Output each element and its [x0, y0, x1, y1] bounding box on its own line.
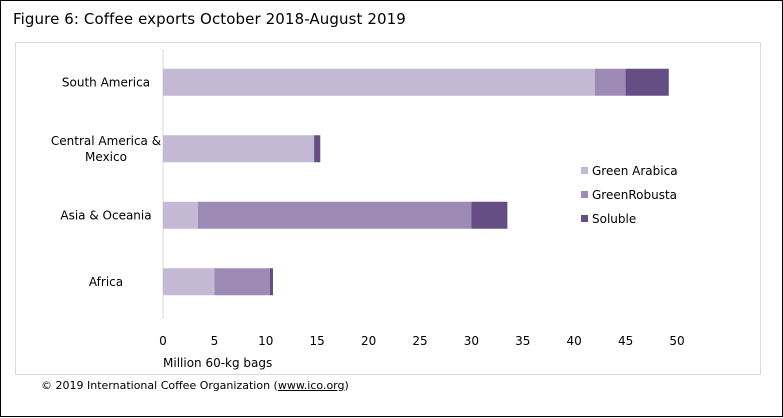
- category-label-central-america-mexico: Central America & Mexico: [51, 134, 161, 164]
- bar-south-america-greenrobusta: [594, 68, 626, 96]
- x-tick-label-20: 20: [361, 334, 376, 348]
- x-tick-label-0: 0: [159, 334, 167, 348]
- x-tick-label-35: 35: [515, 334, 530, 348]
- x-tick-label-10: 10: [258, 334, 273, 348]
- category-label-south-america: South America: [62, 75, 150, 89]
- x-tick-label-15: 15: [310, 334, 325, 348]
- legend-swatch-soluble: [581, 215, 588, 222]
- x-tick-label-25: 25: [412, 334, 427, 348]
- bar-central-america-mexico-green-arabica: [163, 135, 315, 163]
- bar-africa-green-arabica: [163, 268, 215, 296]
- copyright-footer: © 2019 International Coffee Organization…: [41, 379, 349, 392]
- x-tick-label-50: 50: [669, 334, 684, 348]
- legend-label-greenrobusta: GreenRobusta: [592, 188, 677, 202]
- bar-asia-oceania-green-arabica: [163, 201, 198, 229]
- bar-africa-soluble: [269, 268, 273, 296]
- page-title: Figure 6: Coffee exports October 2018-Au…: [13, 10, 406, 28]
- x-axis-title: Million 60-kg bags: [163, 356, 272, 370]
- chart-plot-border: [15, 42, 761, 375]
- legend-swatch-green-arabica: [581, 167, 588, 174]
- category-label-asia-oceania: Asia & Oceania: [60, 208, 151, 222]
- legend-label-green-arabica: Green Arabica: [592, 164, 678, 178]
- x-tick-label-5: 5: [211, 334, 219, 348]
- category-label-africa: Africa: [89, 275, 123, 289]
- ico-website-link[interactable]: www.ico.org: [277, 379, 345, 392]
- bar-asia-oceania-soluble: [471, 201, 508, 229]
- legend-swatch-greenrobusta: [581, 191, 588, 198]
- footer-closing: ): [344, 379, 349, 392]
- x-tick-label-40: 40: [567, 334, 582, 348]
- x-tick-label-45: 45: [618, 334, 633, 348]
- footer-text: © 2019 International Coffee Organization…: [41, 379, 278, 392]
- bar-africa-greenrobusta: [214, 268, 270, 296]
- bar-south-america-soluble: [625, 68, 669, 96]
- x-tick-label-30: 30: [464, 334, 479, 348]
- bar-central-america-mexico-soluble: [314, 135, 321, 163]
- bar-asia-oceania-greenrobusta: [197, 201, 472, 229]
- bar-south-america-green-arabica: [163, 68, 595, 96]
- legend-label-soluble: Soluble: [592, 212, 636, 226]
